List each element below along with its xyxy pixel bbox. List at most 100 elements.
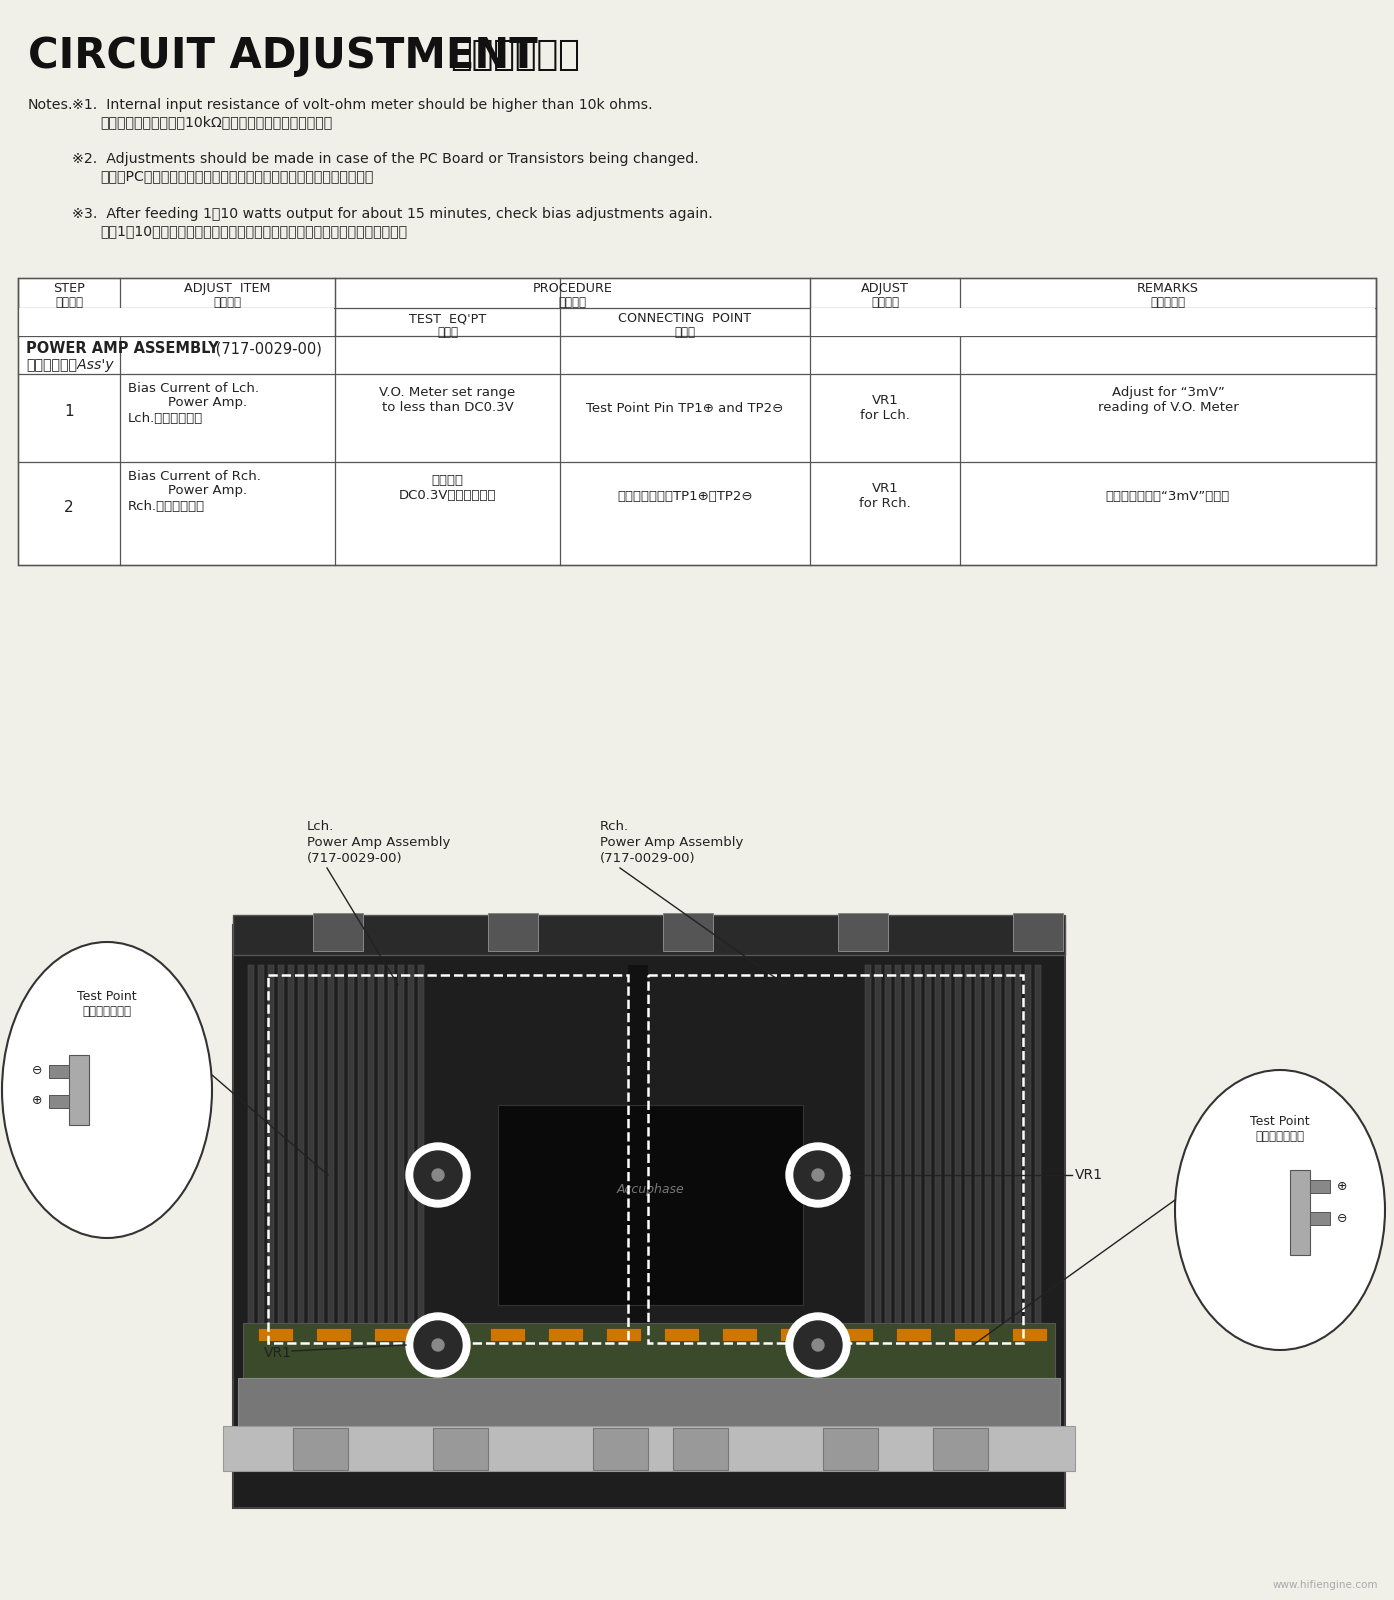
Text: 2: 2: [64, 499, 74, 515]
Text: CONNECTING  POINT: CONNECTING POINT: [619, 312, 751, 325]
Bar: [314, 914, 362, 950]
Bar: [374, 1328, 408, 1341]
Bar: [1289, 1170, 1310, 1254]
Bar: [248, 965, 254, 1368]
Text: Adjust for “3mV”: Adjust for “3mV”: [1111, 386, 1224, 398]
Text: ※2.  Adjustments should be made in case of the PC Board or Transistors being cha: ※2. Adjustments should be made in case o…: [72, 152, 698, 166]
Bar: [935, 965, 941, 1368]
Text: REMARKS: REMARKS: [1138, 282, 1199, 294]
Text: POWER AMP ASSEMBLY: POWER AMP ASSEMBLY: [26, 341, 219, 357]
Text: DC0.3V以下のレンジ: DC0.3V以下のレンジ: [399, 490, 496, 502]
Text: Rch.バイアス電流: Rch.バイアス電流: [128, 499, 205, 514]
Bar: [606, 1328, 641, 1341]
Bar: [885, 965, 891, 1368]
Bar: [905, 965, 912, 1368]
Text: Rch.: Rch.: [599, 819, 629, 834]
Text: 調整・備考: 調整・備考: [1150, 296, 1185, 309]
Bar: [432, 1328, 467, 1341]
Bar: [408, 965, 414, 1368]
Bar: [673, 1427, 728, 1470]
Bar: [965, 965, 972, 1368]
Text: 調整箇所: 調整箇所: [871, 296, 899, 309]
Bar: [18, 307, 335, 336]
Text: Bias Current of Lch.: Bias Current of Lch.: [128, 382, 259, 395]
Bar: [810, 307, 1376, 336]
Bar: [399, 965, 404, 1368]
Text: 調整はPCボードあるいはトランジスタを交換した場合行って下さい。: 調整はPCボードあるいはトランジスタを交換した場合行って下さい。: [100, 170, 374, 184]
Text: reading of V.O. Meter: reading of V.O. Meter: [1097, 402, 1238, 414]
Text: to less than DC0.3V: to less than DC0.3V: [382, 402, 513, 414]
Text: ※1.  Internal input resistance of volt-ohm meter should be higher than 10k ohms.: ※1. Internal input resistance of volt-oh…: [72, 98, 652, 112]
Text: Power Amp Assembly: Power Amp Assembly: [599, 835, 743, 850]
Text: www.hifiengine.com: www.hifiengine.com: [1273, 1581, 1379, 1590]
Text: Test Point: Test Point: [77, 990, 137, 1003]
Text: テストポイント: テストポイント: [1256, 1130, 1305, 1142]
Bar: [896, 1328, 931, 1341]
Circle shape: [811, 1339, 824, 1350]
Circle shape: [432, 1170, 445, 1181]
Bar: [1025, 965, 1032, 1368]
Bar: [233, 925, 1065, 1507]
Bar: [337, 965, 344, 1368]
Bar: [722, 1328, 757, 1341]
Bar: [277, 965, 284, 1368]
Bar: [316, 1328, 351, 1341]
Bar: [318, 965, 323, 1368]
Bar: [258, 965, 263, 1368]
Circle shape: [432, 1339, 445, 1350]
Text: CIRCUIT ADJUSTMENT: CIRCUIT ADJUSTMENT: [28, 35, 538, 77]
Bar: [664, 1328, 698, 1341]
Bar: [1013, 914, 1064, 950]
Bar: [289, 965, 294, 1368]
Text: ADJUST  ITEM: ADJUST ITEM: [184, 282, 270, 294]
Text: ⊖: ⊖: [1337, 1211, 1347, 1224]
Circle shape: [414, 1322, 461, 1370]
Bar: [1310, 1181, 1330, 1194]
Text: V.O. Meter set range: V.O. Meter set range: [379, 386, 516, 398]
Bar: [875, 965, 881, 1368]
Bar: [548, 1328, 583, 1341]
Bar: [368, 965, 374, 1368]
Circle shape: [406, 1142, 470, 1206]
Text: パワーアンプAss'y: パワーアンプAss'y: [26, 358, 114, 371]
Text: Power Amp.: Power Amp.: [169, 483, 247, 498]
Bar: [434, 1427, 488, 1470]
Text: ADJUST: ADJUST: [861, 282, 909, 294]
Circle shape: [786, 1314, 850, 1378]
Text: STEP: STEP: [53, 282, 85, 294]
Text: Test Point: Test Point: [1250, 1115, 1310, 1128]
Bar: [233, 915, 1065, 955]
Bar: [866, 965, 871, 1368]
Text: ⊕: ⊕: [32, 1094, 42, 1107]
Bar: [358, 965, 364, 1368]
Bar: [268, 965, 275, 1368]
Text: Power Amp Assembly: Power Amp Assembly: [307, 835, 450, 850]
Text: Bias Current of Rch.: Bias Current of Rch.: [128, 470, 261, 483]
Bar: [49, 1094, 68, 1107]
Circle shape: [811, 1170, 824, 1181]
Bar: [664, 914, 712, 950]
Text: Accuphase: Accuphase: [616, 1184, 684, 1197]
Text: Lch.: Lch.: [307, 819, 335, 834]
Text: 出力1～10ワット前後で通電動作させた後、バイアス電流を再チェックする。: 出力1～10ワット前後で通電動作させた後、バイアス電流を再チェックする。: [100, 224, 407, 238]
Bar: [18, 278, 1376, 565]
Text: ⊖: ⊖: [32, 1064, 42, 1077]
Text: Power Amp.: Power Amp.: [169, 395, 247, 410]
Bar: [49, 1066, 68, 1078]
Bar: [945, 965, 951, 1368]
Bar: [895, 965, 901, 1368]
Text: テスター: テスター: [432, 474, 463, 486]
Bar: [258, 1328, 293, 1341]
Bar: [926, 965, 931, 1368]
Bar: [68, 1054, 89, 1125]
Bar: [491, 1328, 526, 1341]
Bar: [268, 974, 629, 1342]
Text: ステップ: ステップ: [54, 296, 84, 309]
Bar: [995, 965, 1001, 1368]
Bar: [933, 1427, 988, 1470]
Ellipse shape: [1175, 1070, 1386, 1350]
Text: テスターは、入力抵抗10kΩ以上のものをお使い下さい。: テスターは、入力抵抗10kΩ以上のものをお使い下さい。: [100, 115, 332, 130]
Bar: [1310, 1213, 1330, 1226]
Bar: [348, 965, 354, 1368]
Bar: [648, 974, 1023, 1342]
